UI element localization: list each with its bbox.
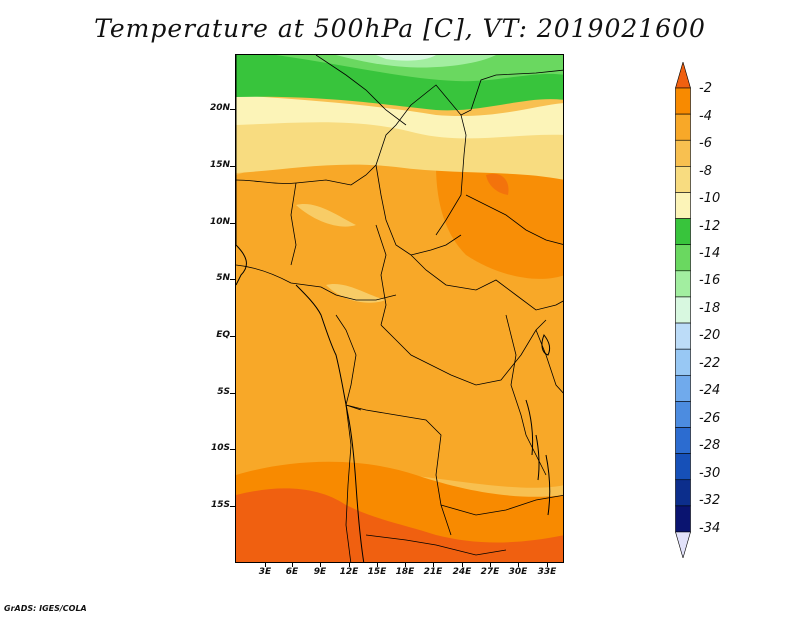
- colorbar-segment: [675, 374, 691, 402]
- lon-tick: [462, 563, 463, 567]
- colorbar-segment: [675, 244, 691, 272]
- lon-label-12e: 12E: [339, 567, 359, 577]
- colorbar-label: -30: [699, 466, 721, 481]
- lat-tick: [230, 393, 235, 394]
- contour-light-green: [336, 55, 496, 68]
- colorbar-segment: [675, 270, 691, 298]
- contour-green-light: [276, 55, 563, 82]
- colorbar-segment: [675, 296, 691, 324]
- colorbar-label: -4: [699, 109, 712, 124]
- colorbar-label: -24: [699, 383, 721, 398]
- lon-label-6e: 6E: [285, 567, 299, 577]
- lat-tick: [230, 506, 235, 507]
- lat-label-20n: 20N: [209, 103, 230, 113]
- lat-label-10n: 10N: [209, 217, 230, 227]
- lon-label-33e: 33E: [537, 567, 557, 577]
- lat-tick: [230, 166, 235, 167]
- chart-title: Temperature at 500hPa [C], VT: 201902160…: [94, 14, 706, 43]
- lon-label-9e: 9E: [313, 567, 327, 577]
- colorbar-segment: [675, 113, 691, 141]
- colorbar-segment: [675, 479, 691, 507]
- colorbar-segment: [675, 401, 691, 428]
- lon-tick: [292, 563, 293, 567]
- colorbar-arrow-bottom: [675, 531, 691, 558]
- colorbar-label: -6: [699, 136, 712, 151]
- lakes: [525, 334, 551, 516]
- lon-tick: [349, 563, 350, 567]
- colorbar-label: -34: [699, 521, 721, 536]
- lon-tick: [377, 563, 378, 567]
- lat-label-10s: 10S: [210, 443, 230, 453]
- colorbar-segment: [675, 166, 691, 193]
- colorbar-label: -8: [699, 164, 712, 179]
- lat-label-5n: 5N: [216, 273, 230, 283]
- lon-tick: [490, 563, 491, 567]
- lon-label-21e: 21E: [423, 567, 443, 577]
- lon-tick: [405, 563, 406, 567]
- lat-tick: [230, 449, 235, 450]
- lon-tick: [547, 563, 548, 567]
- colorbar-label: -18: [699, 301, 721, 316]
- temperature-map: [236, 55, 563, 562]
- colorbar-segment: [675, 505, 691, 533]
- lon-label-15e: 15E: [367, 567, 387, 577]
- lat-label-15s: 15S: [210, 500, 230, 510]
- colorbar-segment: [675, 218, 691, 246]
- colorbar-label: -2: [699, 81, 712, 96]
- colorbar-label: -12: [699, 219, 721, 234]
- colorbar-label: -32: [699, 493, 721, 508]
- contour-deep-orange-east: [436, 159, 563, 279]
- colorbar-segment: [675, 87, 691, 115]
- lat-tick: [230, 336, 235, 337]
- lon-label-24e: 24E: [452, 567, 472, 577]
- contour-streak-1: [296, 204, 356, 227]
- lat-label-eq: EQ: [216, 330, 230, 340]
- colorbar-segment: [675, 427, 691, 454]
- colorbar-label: -20: [699, 328, 721, 343]
- lat-label-5s: 5S: [217, 387, 230, 397]
- colorbar-arrow-top: [675, 62, 691, 89]
- lon-label-30e: 30E: [508, 567, 528, 577]
- lat-tick: [230, 223, 235, 224]
- contour-pale-yellow: [236, 95, 563, 139]
- contour-yellow: [236, 115, 563, 180]
- lon-label-18e: 18E: [395, 567, 415, 577]
- country-borders: [236, 55, 563, 562]
- colorbar-segment: [675, 453, 691, 481]
- contour-streak-2: [326, 283, 386, 303]
- colorbar-label: -26: [699, 411, 721, 426]
- lon-label-27e: 27E: [480, 567, 500, 577]
- lon-tick: [518, 563, 519, 567]
- coastline: [236, 55, 365, 562]
- lat-label-15n: 15N: [209, 160, 230, 170]
- colorbar-label: -14: [699, 246, 721, 261]
- contour-red-orange: [236, 488, 563, 562]
- colorbar-label: -22: [699, 356, 721, 371]
- lon-tick: [265, 563, 266, 567]
- lon-label-3e: 3E: [258, 567, 272, 577]
- contour-cold-core: [376, 55, 436, 61]
- lat-tick: [230, 109, 235, 110]
- colorbar-label: -16: [699, 273, 721, 288]
- grads-credit: GrADS: IGES/COLA: [4, 604, 87, 613]
- colorbar-segment: [675, 322, 691, 350]
- colorbar-label: -28: [699, 438, 721, 453]
- map-panel: [235, 54, 564, 563]
- colorbar-segment: [675, 192, 691, 219]
- contour-streak-3: [486, 173, 509, 195]
- colorbar-segment: [675, 348, 691, 376]
- colorbar-label: -10: [699, 191, 721, 206]
- colorbar: [675, 62, 691, 558]
- lat-tick: [230, 279, 235, 280]
- colorbar-segment: [675, 139, 691, 167]
- lon-tick: [433, 563, 434, 567]
- lon-tick: [320, 563, 321, 567]
